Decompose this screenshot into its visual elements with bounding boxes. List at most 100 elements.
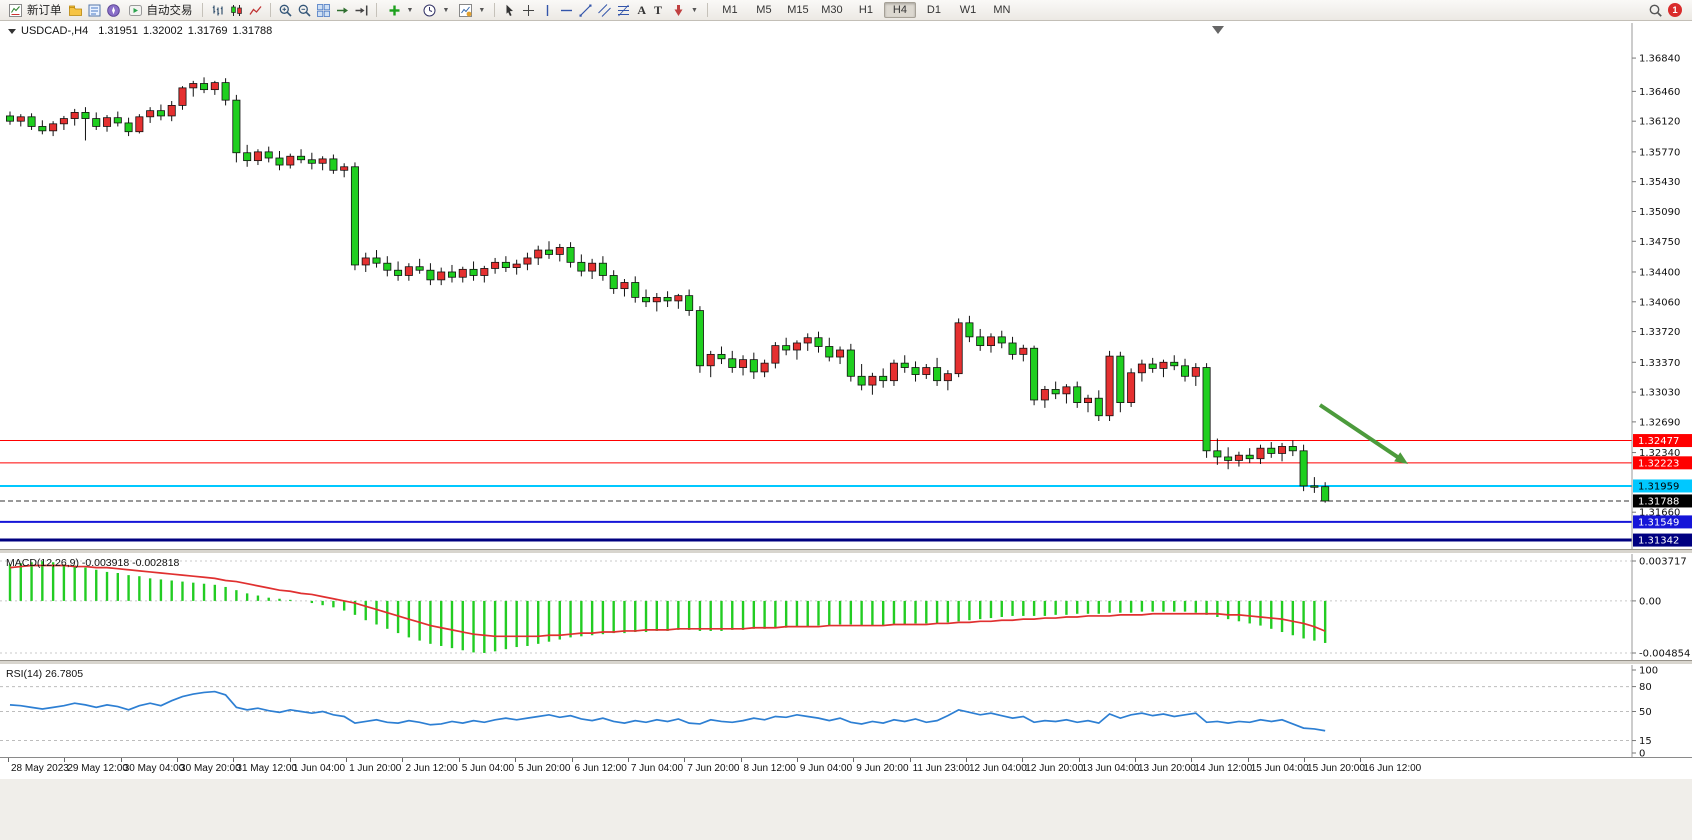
cursor-icon[interactable] <box>501 2 518 19</box>
svg-text:1.35090: 1.35090 <box>1639 207 1680 218</box>
time-tick <box>1022 758 1024 762</box>
horizontal-line-tool-icon[interactable] <box>558 2 575 19</box>
time-tick <box>684 758 686 762</box>
time-tick <box>120 758 122 762</box>
svg-text:1.35430: 1.35430 <box>1639 177 1680 188</box>
new-order-button[interactable]: 新订单 <box>4 1 65 19</box>
time-tick <box>177 758 179 762</box>
macd-panel[interactable]: 0.003717 0.00 -0.004854 <box>0 554 1692 661</box>
open-value: 1.31951 <box>98 25 138 37</box>
svg-text:1.33030: 1.33030 <box>1639 388 1680 399</box>
timeframe-m30[interactable]: M30 <box>821 4 843 16</box>
svg-text:15: 15 <box>1639 736 1652 747</box>
time-tick <box>1078 758 1080 762</box>
chart-shift-icon[interactable] <box>353 2 370 19</box>
toolbar-separator <box>706 3 708 17</box>
auto-scroll-icon[interactable] <box>334 2 351 19</box>
svg-text:1.34060: 1.34060 <box>1639 297 1680 308</box>
svg-text:1.32477: 1.32477 <box>1638 436 1679 447</box>
svg-text:1.33720: 1.33720 <box>1639 327 1680 338</box>
autotrading-icon <box>127 2 144 19</box>
tile-windows-icon[interactable] <box>315 2 332 19</box>
symbol-period-label: USDCAD-,H4 <box>21 25 89 37</box>
zoom-in-icon[interactable] <box>277 2 294 19</box>
svg-text:1.33370: 1.33370 <box>1639 358 1680 369</box>
toolbar: 新订单 自动交易 ▼ <box>0 0 1692 21</box>
vertical-line-tool-icon[interactable] <box>539 2 556 19</box>
svg-text:1.31342: 1.31342 <box>1638 536 1679 547</box>
time-tick <box>1304 758 1306 762</box>
time-label: 1 Jun 20:00 <box>349 763 402 774</box>
templates-button[interactable]: ▼ <box>454 1 488 19</box>
bar-chart-icon[interactable] <box>209 2 226 19</box>
new-order-icon <box>7 2 24 19</box>
search-icon[interactable] <box>1647 2 1664 19</box>
text-tool-button[interactable]: A <box>637 2 646 17</box>
svg-text:100: 100 <box>1639 666 1658 677</box>
timeframe-m5[interactable]: M5 <box>756 4 772 16</box>
macd-indicator-label: MACD(12,26,9) -0.003918 -0.002818 <box>6 557 180 569</box>
candlestick-chart-icon[interactable] <box>228 2 245 19</box>
time-label: 5 Jun 20:00 <box>518 763 571 774</box>
time-label: 2 Jun 12:00 <box>405 763 458 774</box>
svg-text:1.36460: 1.36460 <box>1639 87 1680 98</box>
svg-text:0.003717: 0.003717 <box>1639 557 1687 568</box>
channel-tool-icon[interactable] <box>596 2 613 19</box>
clock-icon <box>421 2 438 19</box>
line-chart-icon[interactable] <box>247 2 264 19</box>
fibonacci-tool-icon[interactable] <box>615 2 632 19</box>
profiles-icon[interactable] <box>67 2 84 19</box>
time-label: 13 Jun 04:00 <box>1081 763 1140 774</box>
time-label: 15 Jun 04:00 <box>1250 763 1309 774</box>
panel-separator[interactable] <box>0 549 1692 554</box>
timeframe-w1[interactable]: W1 <box>959 4 977 16</box>
time-label: 5 Jun 04:00 <box>461 763 515 774</box>
trendline-tool-icon[interactable] <box>577 2 594 19</box>
periods-button[interactable]: ▼ <box>418 1 452 19</box>
svg-text:1.31788: 1.31788 <box>1638 496 1679 507</box>
main-price-chart[interactable]: 1.36840 1.36460 1.36120 1.35770 1.35430 1.350… <box>0 23 1692 549</box>
time-tick <box>64 758 66 762</box>
timeframe-d1[interactable]: D1 <box>926 4 941 16</box>
timeframe-h4[interactable]: H4 <box>883 2 916 18</box>
arrows-tool-button[interactable]: ▼ <box>667 1 701 19</box>
symbol-collapse-icon[interactable] <box>8 28 16 34</box>
svg-text:50: 50 <box>1639 707 1652 718</box>
toolbar-separator <box>269 3 271 17</box>
rsi-panel[interactable]: 100 80 50 15 0 <box>0 665 1692 757</box>
time-tick <box>571 758 573 762</box>
autotrading-label: 自动交易 <box>146 5 193 17</box>
panel-separator[interactable] <box>0 660 1692 665</box>
crosshair-icon[interactable] <box>520 2 537 19</box>
time-tick <box>346 758 348 762</box>
chevron-down-icon: ▼ <box>442 6 450 14</box>
low-value: 1.31769 <box>187 25 228 37</box>
svg-text:1.31660: 1.31660 <box>1639 508 1680 519</box>
toolbar-separator <box>201 3 203 17</box>
notification-badge[interactable]: 1 <box>1668 3 1682 17</box>
autotrading-button[interactable]: 自动交易 <box>124 1 196 19</box>
time-tick <box>909 758 911 762</box>
time-tick <box>1191 758 1193 762</box>
time-tick <box>458 758 460 762</box>
arrow-shape-icon <box>670 2 687 19</box>
window-background <box>0 779 1692 840</box>
svg-text:1.31549: 1.31549 <box>1638 517 1679 528</box>
label-tool-button[interactable]: T <box>653 2 662 17</box>
chevron-down-icon: ▼ <box>406 6 414 14</box>
timeframe-m15[interactable]: M15 <box>787 4 809 16</box>
indicators-button[interactable]: ▼ <box>383 1 417 19</box>
time-label: 31 May 12:00 <box>236 763 297 774</box>
time-tick <box>965 758 967 762</box>
market-watch-icon[interactable] <box>86 2 103 19</box>
svg-text:1.36120: 1.36120 <box>1639 117 1680 128</box>
svg-text:-0.004854: -0.004854 <box>1639 649 1690 660</box>
time-axis[interactable]: 28 May 2023 29 May 12:00 30 May 04:00 30 Ma… <box>0 757 1692 780</box>
templates-icon <box>457 2 474 19</box>
zoom-out-icon[interactable] <box>296 2 313 19</box>
timeframe-h1[interactable]: H1 <box>858 4 873 16</box>
timeframe-mn[interactable]: MN <box>993 4 1011 16</box>
time-label: 14 Jun 12:00 <box>1194 763 1253 774</box>
navigator-icon[interactable] <box>105 2 122 19</box>
timeframe-m1[interactable]: M1 <box>722 4 738 16</box>
